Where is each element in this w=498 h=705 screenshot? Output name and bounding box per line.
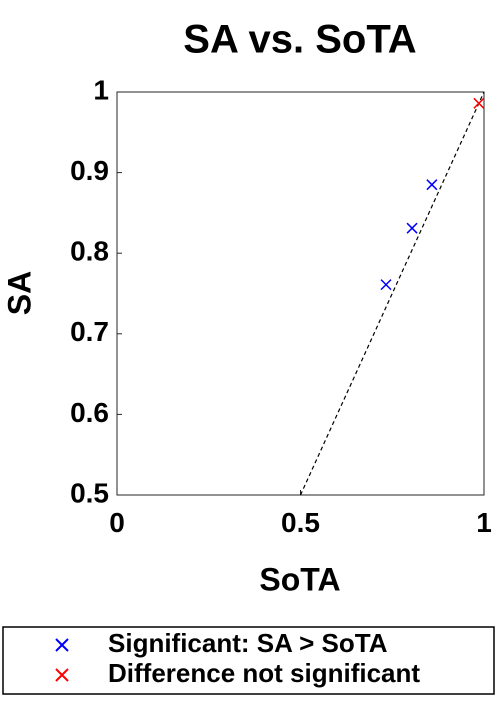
y-tick-label: 0.7: [70, 316, 109, 347]
y-tick-label: 1: [93, 74, 109, 105]
plot-frame: [116, 91, 485, 496]
x-tick-label: 0: [109, 507, 125, 538]
y-axis-label: SA: [1, 271, 37, 315]
point: [473, 97, 485, 109]
legend-label: Significant: SA > SoTA: [108, 628, 388, 658]
chart-title: SA vs. SoTA: [183, 18, 416, 62]
x-axis-label: SoTA: [259, 561, 340, 597]
y-tick-label: 0.5: [70, 477, 109, 508]
legend-box: [2, 626, 495, 695]
x-tick-label: 0.5: [281, 507, 320, 538]
point: [426, 179, 438, 191]
y-tick-label: 0.6: [70, 397, 109, 428]
y-tick-label: 0.9: [70, 155, 109, 186]
legend-marker: [55, 638, 69, 652]
reference-line: [299, 91, 485, 496]
point: [380, 279, 392, 291]
legend-marker: [55, 668, 69, 682]
y-tick-label: 0.8: [70, 236, 109, 267]
point: [406, 222, 418, 234]
x-tick-label: 1: [476, 507, 492, 538]
legend-label: Difference not significant: [108, 658, 420, 688]
